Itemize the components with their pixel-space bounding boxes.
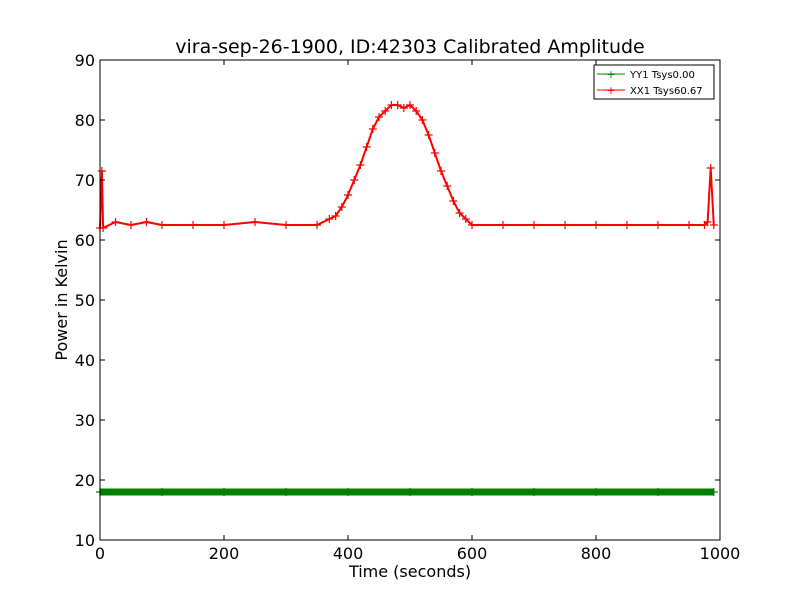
- data-point: [561, 221, 569, 229]
- data-point: [418, 116, 427, 124]
- data-point: [337, 203, 346, 211]
- legend-label-xx1: XX1 Tsys60.67: [630, 86, 703, 97]
- y-tick-label: 10: [75, 531, 95, 550]
- data-point: [350, 176, 359, 184]
- series-xx1: [96, 101, 718, 232]
- data-point: [127, 221, 135, 229]
- legend-box: [593, 64, 715, 100]
- data-point: [468, 488, 476, 496]
- y-axis-title: Power in Kelvin: [52, 239, 71, 360]
- chart-title: vira-sep-26-1900, ID:42303 Calibrated Am…: [175, 36, 645, 58]
- data-point: [437, 167, 445, 175]
- data-point: [158, 221, 166, 229]
- data-point: [331, 212, 340, 220]
- data-point: [703, 218, 712, 226]
- x-axis-title: Time (seconds): [348, 562, 471, 581]
- x-tick-label: 600: [457, 544, 488, 563]
- x-tick-label: 800: [581, 544, 612, 563]
- data-point: [709, 221, 718, 229]
- data-point: [654, 221, 662, 229]
- legend-label-yy1: YY1 Tsys0.00: [629, 70, 695, 81]
- data-point: [706, 164, 715, 172]
- x-tick-label: 1000: [700, 544, 741, 563]
- data-point: [709, 488, 718, 496]
- x-tick-label: 200: [209, 544, 240, 563]
- data-point: [530, 488, 538, 496]
- data-point: [406, 488, 414, 496]
- data-point: [393, 101, 402, 109]
- data-point: [412, 107, 421, 115]
- data-point: [592, 488, 600, 496]
- data-point: [356, 161, 365, 169]
- y-tick-label: 40: [75, 351, 95, 370]
- data-point: [468, 221, 476, 229]
- legend-marker-yy1: +: [606, 68, 615, 81]
- data-point: [424, 131, 433, 139]
- data-point: [399, 104, 408, 112]
- data-point: [455, 209, 464, 217]
- data-point: [344, 191, 352, 199]
- data-point: [654, 488, 662, 496]
- data-point: [313, 221, 321, 229]
- y-tick-label: 60: [75, 231, 95, 250]
- data-point: [406, 101, 414, 109]
- data-point: [220, 221, 228, 229]
- data-point: [251, 218, 259, 226]
- data-point: [430, 149, 439, 157]
- data-point: [142, 218, 151, 226]
- data-point: [97, 167, 106, 175]
- data-point: [685, 221, 693, 229]
- legend: + YY1 Tsys0.00 + XX1 Tsys60.67: [593, 64, 715, 100]
- data-point: [282, 221, 290, 229]
- y-tick-label: 30: [75, 411, 95, 430]
- series-yy1: [96, 488, 718, 496]
- data-point: [375, 113, 383, 121]
- data-point: [381, 107, 390, 115]
- data-point: [220, 488, 228, 496]
- data-point: [592, 221, 600, 229]
- data-point: [461, 215, 470, 223]
- data-point: [623, 221, 631, 229]
- y-tick-label: 90: [75, 51, 95, 70]
- y-tick-label: 50: [75, 291, 95, 310]
- y-tick-label: 20: [75, 471, 95, 490]
- y-tick-label: 70: [75, 171, 95, 190]
- data-point: [189, 221, 197, 229]
- data-point: [325, 215, 334, 223]
- data-point: [499, 221, 507, 229]
- data-point: [111, 218, 120, 226]
- series-layer: [96, 101, 718, 496]
- ticks-layer: 0 200 400 600 800 1000 10 20 30 40 50 60 70 80 90: [75, 51, 741, 563]
- data-point: [344, 488, 352, 496]
- x-tick-label: 0: [95, 544, 105, 563]
- legend-marker-xx1: +: [606, 84, 615, 97]
- data-point: [362, 143, 371, 151]
- data-point: [158, 488, 166, 496]
- data-point: [368, 125, 377, 133]
- data-point: [443, 182, 452, 190]
- data-point: [449, 197, 458, 205]
- x-tick-label: 400: [333, 544, 364, 563]
- y-tick-label: 80: [75, 111, 95, 130]
- data-point: [282, 488, 290, 496]
- data-point: [530, 221, 538, 229]
